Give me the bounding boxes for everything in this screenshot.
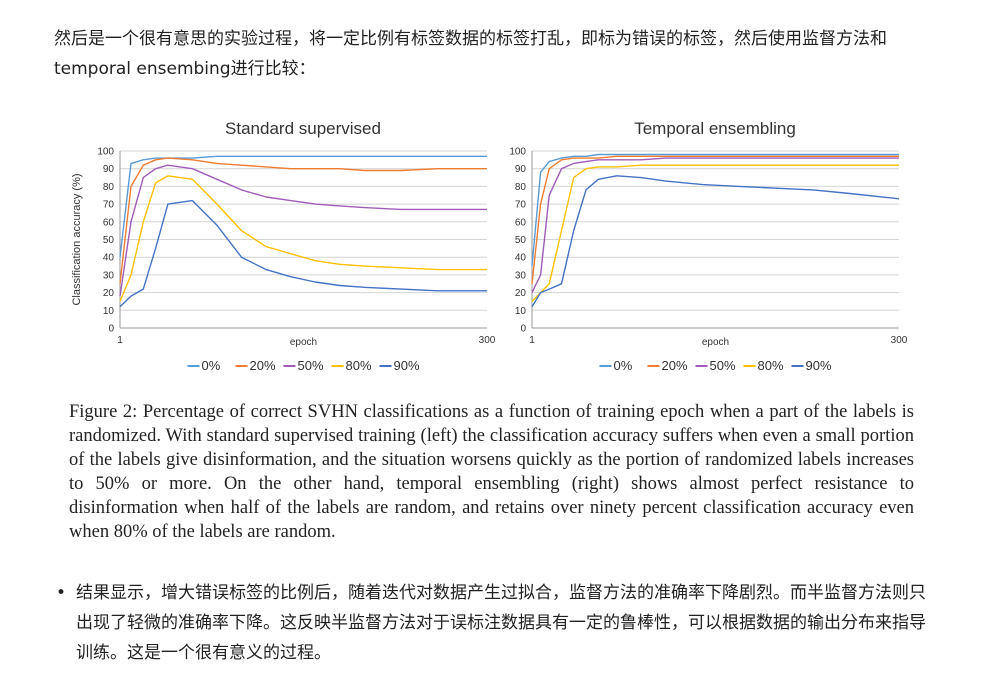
series-line-90pct	[531, 175, 900, 308]
bullet-text: 结果显示，增大错误标签的比例后，随着迭代对数据产生过拟合，监督方法的准确率下降剧…	[76, 583, 926, 663]
x-axis-label: epoch	[290, 337, 317, 348]
intro-paragraph: 然后是一个很有意思的实验过程，将一定比例有标签数据的标签打乱，即标为错误的标签，…	[54, 29, 887, 79]
y-tick-label: 60	[515, 217, 527, 228]
bullet-dot: •	[56, 583, 67, 603]
series-line-50pct	[531, 157, 899, 293]
y-tick-label: 40	[515, 253, 527, 264]
y-tick-label: 0	[520, 324, 526, 335]
y-tick-label: 70	[103, 200, 115, 211]
chart-title: Temporal ensembling	[634, 119, 796, 138]
y-tick-label: 30	[103, 270, 115, 281]
series-line-0pct	[119, 155, 487, 258]
series-line-80pct	[119, 175, 487, 302]
y-tick-label: 20	[515, 288, 527, 299]
y-tick-label: 90	[515, 164, 527, 175]
legend-entry: 20%	[250, 358, 276, 373]
x-tick-label: 1	[117, 335, 123, 346]
y-tick-label: 70	[515, 200, 527, 211]
series-line-20pct	[119, 157, 487, 284]
y-tick-label: 20	[103, 288, 115, 299]
x-tick-label: 300	[891, 335, 908, 346]
y-tick-label: 10	[103, 306, 115, 317]
series-line-0pct	[531, 153, 899, 267]
legend-entry: 0%	[614, 358, 633, 373]
legend-entry: 0%	[202, 358, 221, 373]
legend-entry: 80%	[758, 358, 784, 373]
series-line-80pct	[531, 164, 899, 302]
x-tick-label: 1	[529, 335, 535, 346]
y-tick-label: 50	[515, 235, 527, 246]
y-tick-label: 60	[103, 217, 115, 228]
legend: 0% 20% 50% 80% 90%	[187, 358, 420, 373]
y-tick-label: 90	[103, 164, 115, 175]
figure-caption: Figure 2: Percentage of correct SVHN cla…	[69, 402, 914, 542]
legend-entry: 50%	[298, 358, 324, 373]
y-tick-label: 30	[515, 270, 527, 281]
legend: 0% 20% 50% 80% 90%	[599, 358, 832, 373]
legend-entry: 20%	[662, 358, 688, 373]
y-tick-label: 80	[515, 182, 527, 193]
y-tick-label: 50	[103, 235, 115, 246]
y-tick-label: 80	[103, 182, 115, 193]
legend-entry: 50%	[710, 358, 736, 373]
chart-panel-2: Temporal ensembling010203040506070809010…	[509, 119, 907, 373]
series-line-90pct	[119, 199, 487, 308]
figure-2: Standard supervised 0 10 20 30 40 50 60 70 80 90 10…	[60, 108, 940, 388]
series-line-50pct	[119, 164, 487, 297]
legend-entry: 80%	[346, 358, 372, 373]
y-tick-label: 10	[515, 306, 527, 317]
x-axis-label: epoch	[702, 337, 729, 348]
y-tick-label: 0	[108, 324, 114, 335]
series-line-20pct	[531, 155, 899, 284]
y-tick-label: 40	[103, 253, 115, 264]
y-axis-label: Classification accuracy (%)	[71, 173, 83, 305]
chart-panel-1: Standard supervised010203040506070809010…	[71, 119, 496, 373]
legend-entry: 90%	[394, 358, 420, 373]
y-tick-label: 100	[509, 147, 526, 158]
legend-entry: 90%	[806, 358, 832, 373]
chart-title: Standard supervised	[225, 119, 381, 138]
y-tick-label: 100	[97, 147, 114, 158]
figure-charts: Standard supervised010203040506070809010…	[71, 119, 908, 373]
x-tick-label: 300	[479, 335, 496, 346]
